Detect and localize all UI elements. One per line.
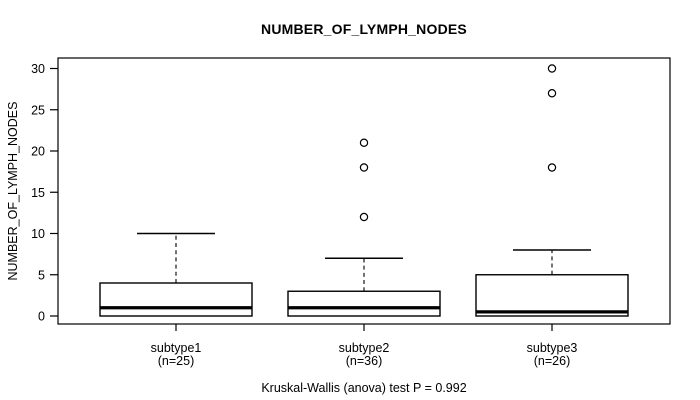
y-tick-label: 0 bbox=[38, 310, 45, 324]
outlier-point bbox=[547, 89, 557, 98]
y-tick-label: 5 bbox=[38, 268, 45, 282]
y-tick-label: 25 bbox=[31, 103, 45, 117]
outlier-point bbox=[547, 163, 557, 172]
x-category-label: subtype2 bbox=[339, 341, 390, 355]
chart-title: NUMBER_OF_LYMPH_NODES bbox=[261, 21, 467, 37]
x-category-count-label: (n=25) bbox=[158, 354, 194, 368]
x-category-count-label: (n=26) bbox=[534, 354, 570, 368]
iqr-box bbox=[99, 282, 253, 317]
x-category-count-label: (n=36) bbox=[346, 354, 382, 368]
outlier-point bbox=[359, 212, 369, 222]
y-tick-label: 10 bbox=[31, 227, 45, 241]
x-category-label: subtype1 bbox=[151, 341, 202, 355]
iqr-box bbox=[475, 274, 629, 317]
iqr-box bbox=[287, 290, 441, 317]
y-tick-label: 15 bbox=[31, 186, 45, 200]
y-axis-title: NUMBER_OF_LYMPH_NODES bbox=[6, 101, 20, 281]
statistical-test-caption: Kruskal-Wallis (anova) test P = 0.992 bbox=[261, 381, 467, 395]
y-tick-label: 30 bbox=[31, 62, 45, 76]
outlier-point bbox=[359, 138, 369, 147]
outlier-point bbox=[359, 163, 369, 172]
x-category-label: subtype3 bbox=[527, 341, 578, 355]
outlier-point bbox=[547, 64, 557, 73]
y-tick-label: 20 bbox=[31, 145, 45, 159]
